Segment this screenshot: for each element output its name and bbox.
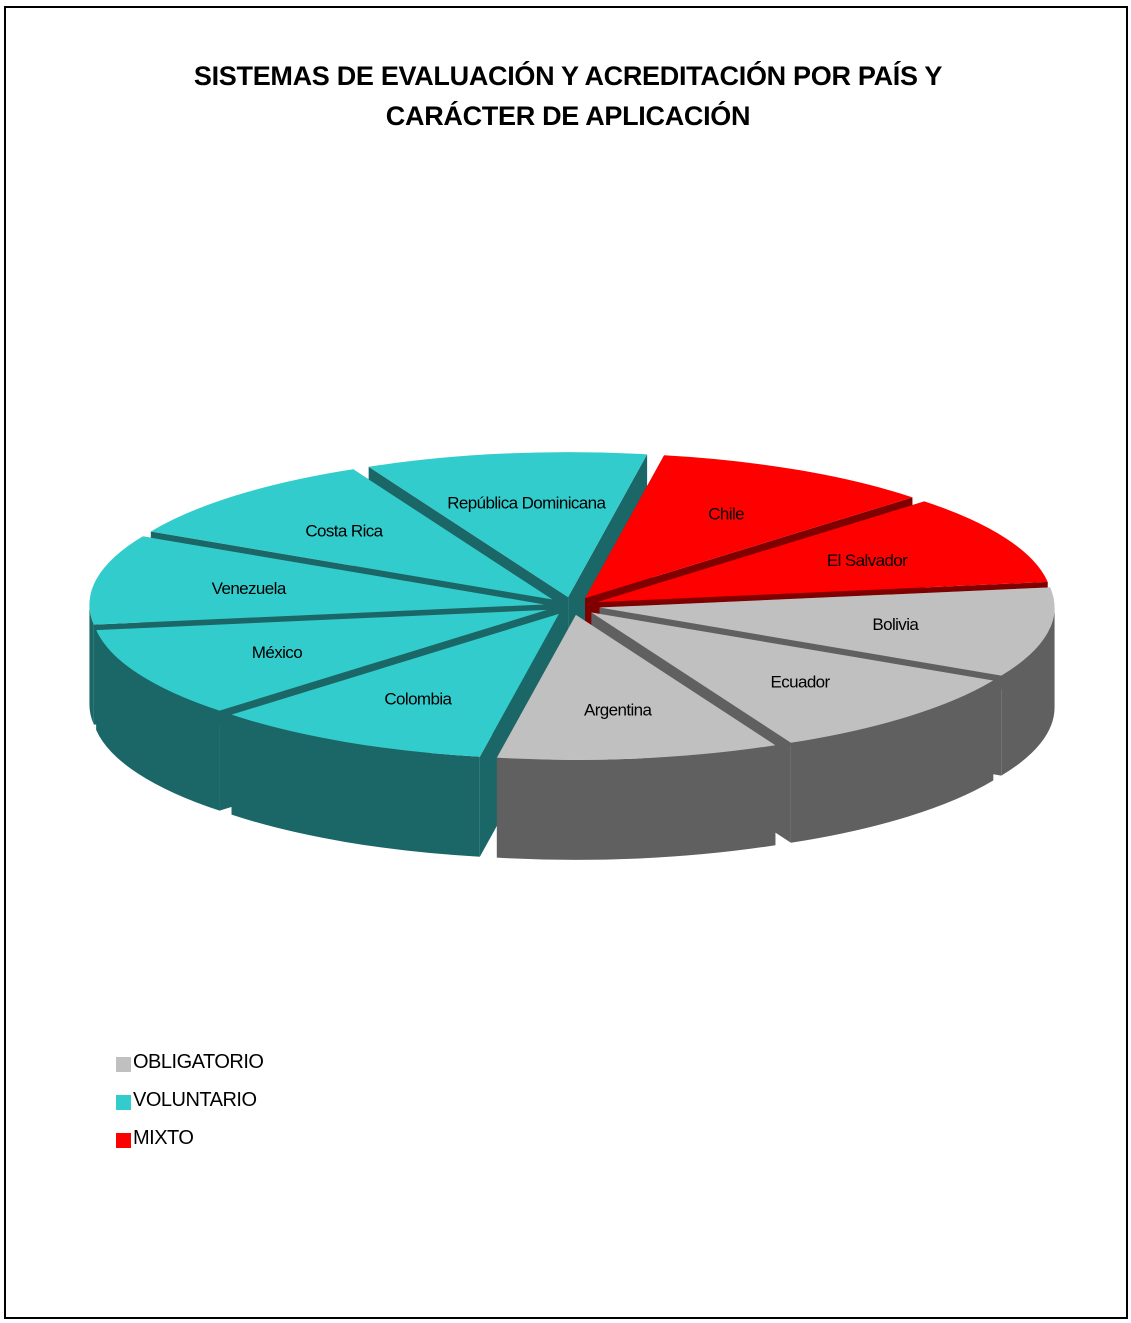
legend-swatch-obligatorio bbox=[116, 1057, 131, 1072]
slice-top-bolivia bbox=[599, 587, 1055, 676]
slice-label-republica-dominicana: República Dominicana bbox=[447, 493, 606, 512]
slice-top-chile bbox=[585, 455, 913, 599]
slice-top-venezuela bbox=[89, 536, 545, 625]
slice-label-bolivia: Bolivia bbox=[872, 615, 919, 634]
slice-top-costa-rica bbox=[150, 469, 553, 600]
legend: OBLIGATORIO VOLUNTARIO MIXTO bbox=[116, 1043, 264, 1157]
slice-argentina: Argentina bbox=[496, 614, 776, 860]
slice-top-el-salvador bbox=[597, 501, 1048, 603]
legend-label-voluntario: VOLUNTARIO bbox=[133, 1088, 257, 1111]
chart-title: SISTEMAS DE EVALUACIÓN Y ACREDITACIÓN PO… bbox=[6, 56, 1130, 136]
legend-swatch-mixto bbox=[116, 1133, 131, 1148]
legend-label-obligatorio: OBLIGATORIO bbox=[133, 1050, 264, 1073]
slice-side-venezuela bbox=[89, 604, 94, 725]
slice-label-mexico: México bbox=[252, 643, 302, 662]
chart-frame: SISTEMAS DE EVALUACIÓN Y ACREDITACIÓN PO… bbox=[4, 6, 1128, 1319]
slice-label-venezuela: Venezuela bbox=[212, 579, 287, 598]
slice-label-chile: Chile bbox=[708, 505, 744, 524]
slice-label-argentina: Argentina bbox=[584, 701, 653, 720]
slice-colombia: Colombia bbox=[231, 613, 559, 857]
slice-top-argentina bbox=[496, 614, 776, 760]
slice-top-republica-dominicana bbox=[368, 452, 648, 598]
slice-top-colombia bbox=[231, 613, 559, 757]
chart-title-line-2: CARÁCTER DE APLICACIÓN bbox=[385, 101, 751, 131]
pie-chart: República Dominicana Chile Costa Rica El Sa… bbox=[89, 452, 1055, 860]
legend-label-mixto: MIXTO bbox=[133, 1126, 194, 1149]
legend-item-voluntario: VOLUNTARIO bbox=[116, 1081, 263, 1119]
slice-top-ecuador bbox=[591, 612, 994, 743]
slice-label-colombia: Colombia bbox=[384, 689, 452, 708]
legend-swatch-voluntario bbox=[116, 1095, 131, 1110]
slice-label-ecuador: Ecuador bbox=[770, 672, 830, 691]
slice-top-mexico bbox=[96, 609, 547, 711]
chart-title-line-1: SISTEMAS DE EVALUACIÓN Y ACREDITACIÓN PO… bbox=[193, 61, 943, 91]
slice-label-costa-rica: Costa Rica bbox=[305, 522, 383, 541]
legend-item-mixto: MIXTO bbox=[116, 1119, 263, 1157]
slice-label-el-salvador: El Salvador bbox=[827, 551, 908, 570]
legend-item-obligatorio: OBLIGATORIO bbox=[116, 1043, 264, 1081]
